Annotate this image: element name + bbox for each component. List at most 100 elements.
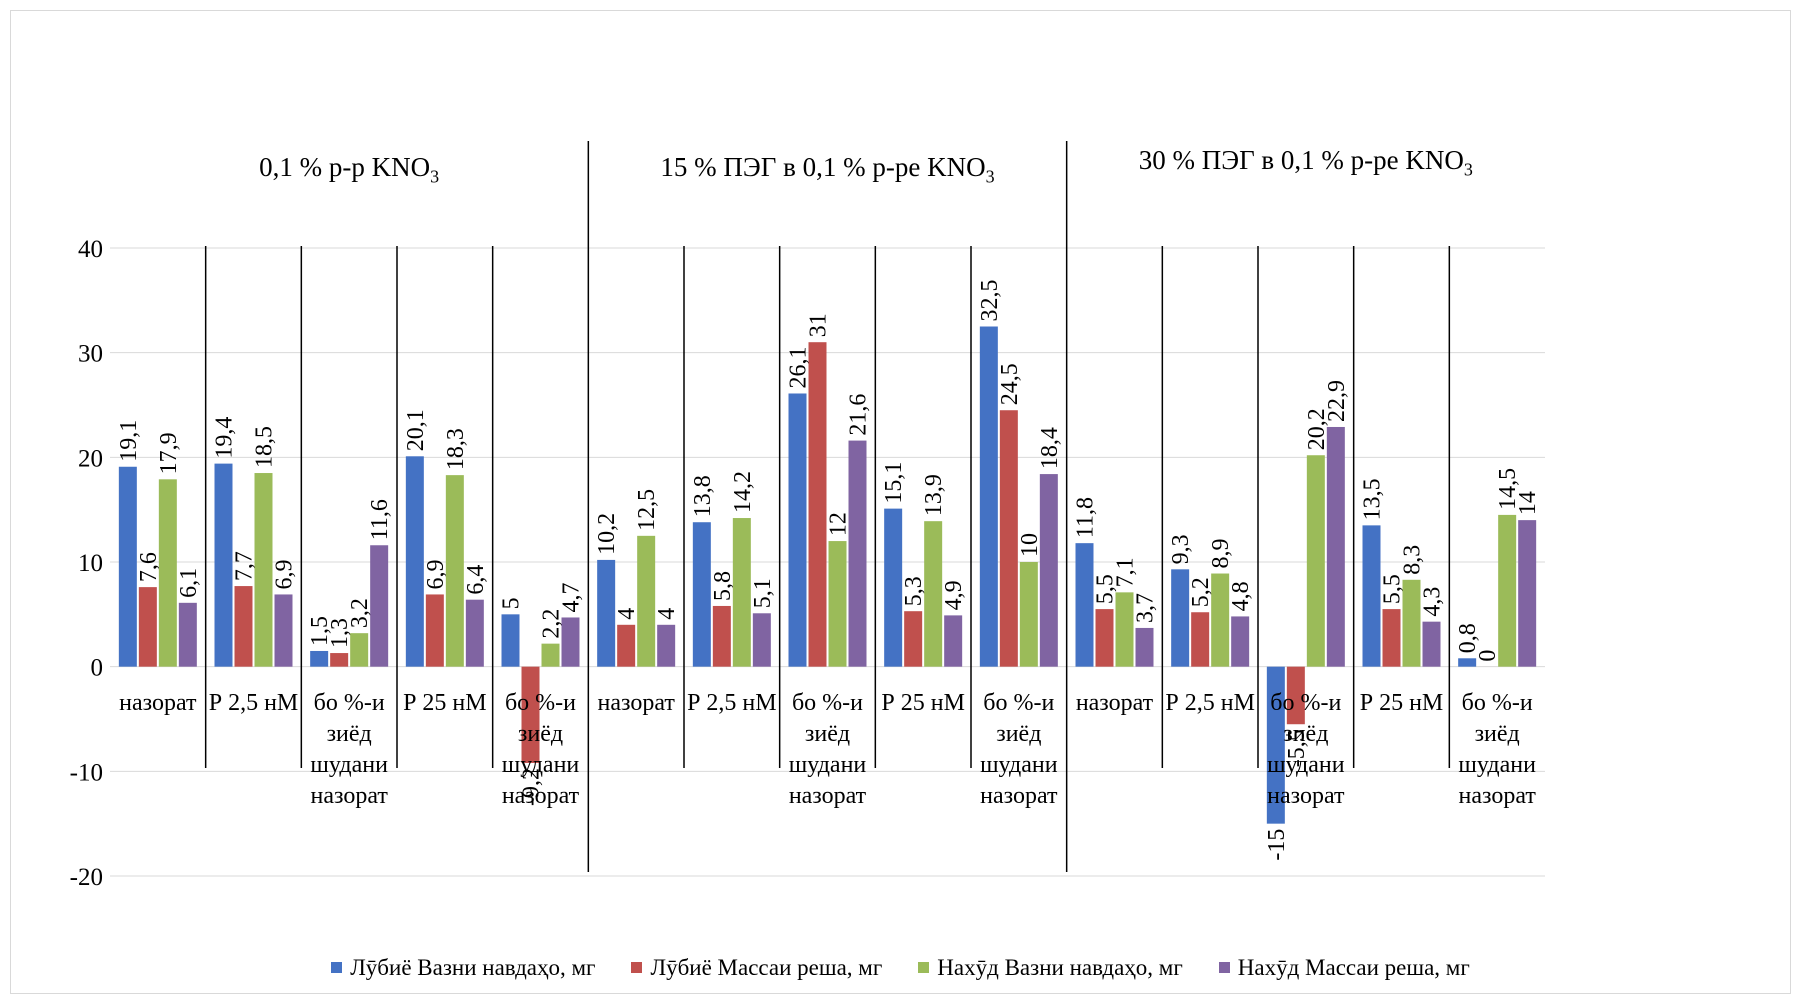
legend-label: Лӯбиё Вазни навдаҳо, мг [350, 955, 596, 980]
data-label: 26,1 [786, 346, 812, 388]
bar [617, 624, 636, 667]
category-label: шудани [502, 752, 580, 778]
data-label: 22,9 [1324, 380, 1350, 422]
category-label: назорат [789, 783, 867, 809]
legend-item: Нахӯд Вазни навдаҳо, мг [918, 955, 1183, 981]
category-label: шудани [1267, 752, 1345, 778]
data-label: 18,3 [443, 428, 469, 470]
category-label: Р 25 нМ [1360, 690, 1444, 716]
bar [370, 545, 389, 667]
bar [1518, 520, 1537, 667]
data-label: 5,5 [1093, 574, 1119, 604]
bar [1231, 616, 1250, 667]
category-label: назорат [310, 783, 388, 809]
data-label: 6,9 [272, 559, 298, 589]
data-label: 4,3 [1420, 587, 1446, 617]
bar [541, 643, 560, 667]
data-label: 11,8 [1073, 497, 1099, 538]
data-label: 18,5 [252, 426, 278, 468]
data-label: 13,5 [1360, 478, 1386, 520]
category-label: бо %-и [314, 690, 385, 716]
bar [1306, 455, 1325, 667]
bar [999, 410, 1018, 667]
data-label: 7,1 [1113, 557, 1139, 587]
bar [254, 473, 273, 667]
category-label: зиёд [327, 721, 372, 747]
data-label: -5,5 [1284, 729, 1310, 767]
category-label: зиёд [805, 721, 850, 747]
y-tick-label: 30 [78, 341, 103, 368]
category-label: назорат [119, 690, 197, 716]
category-label: бо %-и [505, 690, 576, 716]
bar [637, 535, 656, 667]
bar [1039, 474, 1058, 667]
bar [1458, 658, 1477, 667]
data-label: -9,2 [519, 768, 545, 806]
data-label: 4,9 [941, 580, 967, 610]
category-label: Р 2,5 нМ [687, 690, 777, 716]
bar [310, 650, 329, 667]
data-label: 20,2 [1304, 408, 1330, 450]
bar [234, 586, 253, 667]
category-label: назорат [502, 783, 580, 809]
bar [1211, 573, 1230, 667]
bar [1382, 609, 1401, 667]
bar [597, 559, 616, 667]
category-label: зиёд [1283, 721, 1328, 747]
data-label: 0 [1475, 650, 1501, 662]
data-label: 11,6 [367, 499, 393, 540]
bar [1191, 612, 1210, 667]
bar [501, 614, 520, 667]
bar [445, 475, 464, 667]
bar [425, 594, 444, 667]
bar [884, 508, 903, 667]
bar [712, 605, 731, 667]
category-label: Р 2,5 нМ [209, 690, 299, 716]
bar [1326, 426, 1345, 667]
data-label: 18,4 [1037, 427, 1063, 469]
category-label: Р 2,5 нМ [1165, 690, 1255, 716]
data-label: 5,8 [710, 571, 736, 601]
category-label: зиёд [1475, 721, 1520, 747]
bar [1095, 609, 1114, 667]
bar [118, 466, 137, 667]
bar [521, 666, 540, 763]
bar [808, 342, 827, 667]
bar [561, 617, 580, 667]
legend-label: Нахӯд Массаи реша, мг [1237, 955, 1470, 980]
bar [178, 602, 197, 667]
data-label: 5,1 [750, 578, 776, 608]
category-label: шудани [789, 752, 867, 778]
category-label: бо %-и [983, 690, 1054, 716]
legend-swatch [1218, 962, 1230, 973]
category-label: зиёд [996, 721, 1041, 747]
y-tick-label: 20 [78, 445, 103, 472]
group-title: 0,1 % р-р KNO3 [259, 152, 440, 187]
data-label: 21,6 [846, 394, 872, 436]
bar [1115, 592, 1134, 667]
bar [1362, 525, 1381, 667]
legend-swatch [331, 962, 343, 973]
data-label: 6,4 [463, 565, 489, 595]
bar [788, 393, 807, 667]
y-tick-label: -20 [70, 864, 103, 891]
data-label: 12 [826, 512, 852, 536]
category-label: зиёд [518, 721, 563, 747]
y-tick-label: 10 [78, 550, 103, 577]
data-label: 14 [1515, 491, 1541, 515]
bar [1075, 543, 1094, 667]
data-label: -15 [1264, 829, 1290, 861]
bar [274, 594, 293, 667]
data-label: 19,4 [212, 417, 238, 459]
category-label: назорат [1458, 783, 1536, 809]
data-label: 3,7 [1133, 593, 1159, 623]
bar [944, 615, 963, 667]
data-label: 32,5 [977, 280, 1003, 322]
bar [330, 653, 349, 667]
data-label: 13,8 [690, 475, 716, 517]
data-label: 20,1 [403, 409, 429, 451]
data-label: 2,2 [539, 609, 565, 639]
data-label: 14,5 [1495, 468, 1521, 510]
data-label: 10,2 [594, 513, 620, 555]
category-label: бо %-и [1462, 690, 1533, 716]
